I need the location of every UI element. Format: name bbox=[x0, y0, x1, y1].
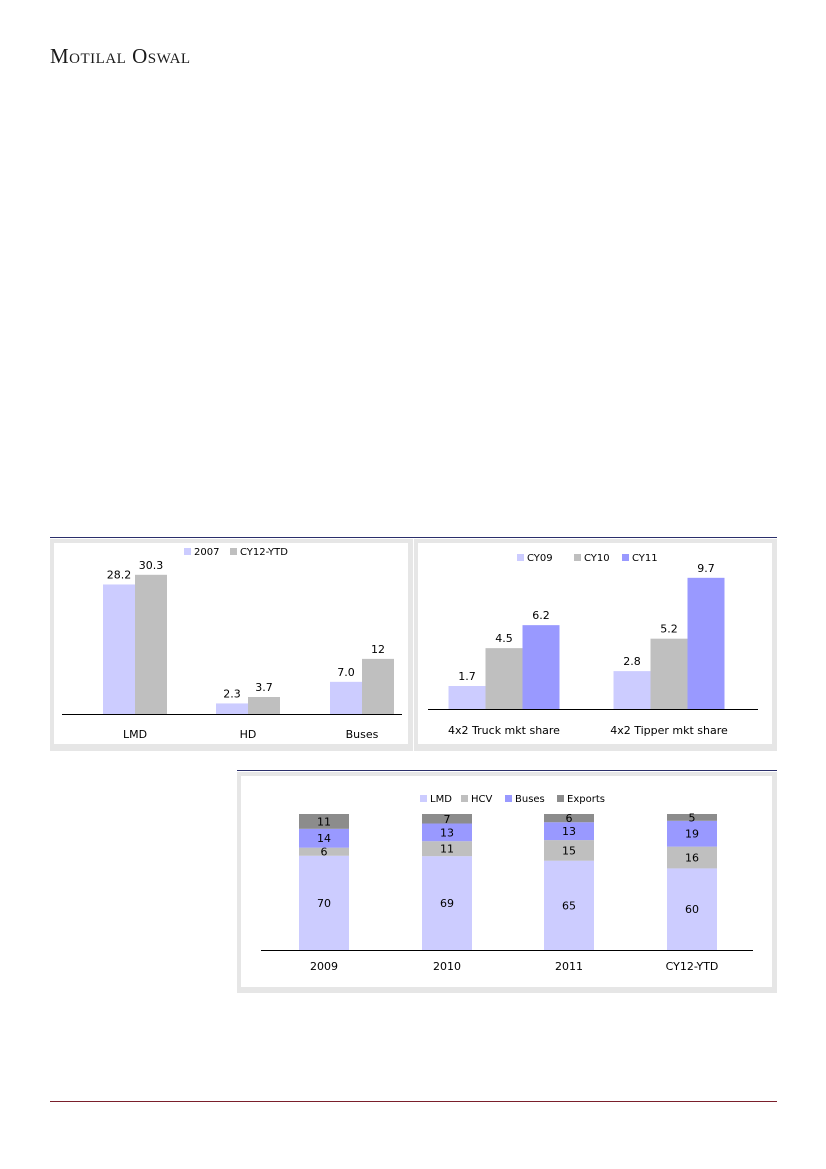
brand-logo: Motilal Oswal bbox=[50, 44, 191, 68]
chart1-legend-label-0: 2007 bbox=[194, 547, 219, 558]
chart3-bar-segment bbox=[299, 828, 349, 848]
chart3-bar-segment bbox=[667, 846, 717, 869]
chart2-bar bbox=[485, 648, 523, 709]
chart1-legend-swatch-0 bbox=[184, 548, 191, 555]
chart3-category-label: 2011 bbox=[555, 960, 583, 973]
chart3-data-label: 16 bbox=[685, 852, 699, 865]
chart3-bar-segment bbox=[299, 855, 349, 950]
chart1-data-label: 12 bbox=[371, 643, 385, 656]
chart2-bar bbox=[448, 686, 486, 709]
chart3-data-label: 13 bbox=[562, 825, 576, 838]
chart2-data-label: 1.7 bbox=[458, 670, 476, 683]
chart1-bar bbox=[216, 703, 248, 714]
chart2-data-label: 2.8 bbox=[623, 655, 641, 668]
chart3-data-label: 5 bbox=[689, 811, 696, 824]
chart3-data-label: 15 bbox=[562, 844, 576, 857]
chart2-data-label: 4.5 bbox=[495, 632, 513, 645]
chart3-legend-label-0: LMD bbox=[430, 794, 452, 805]
chart3-data-label: 11 bbox=[317, 815, 331, 828]
chart3-bar-segment bbox=[299, 814, 349, 829]
chart3-bar-segment bbox=[422, 841, 472, 857]
chart3-data-label: 7 bbox=[444, 813, 451, 826]
chart3-panel: LMD HCV Buses Exports 70 6 14 11 2009 69 11 13 7 2010… bbox=[237, 772, 777, 993]
chart3-bar-segment bbox=[299, 847, 349, 856]
chart1-data-label: 2.3 bbox=[223, 687, 241, 700]
chart2-bar bbox=[650, 638, 688, 709]
chart3-legend-swatch-0 bbox=[420, 795, 427, 802]
chart1-bar bbox=[330, 681, 362, 714]
chart3-data-label: 60 bbox=[685, 903, 699, 916]
chart2-data-label: 6.2 bbox=[532, 609, 550, 622]
top-divider bbox=[50, 537, 777, 538]
chart1-legend-swatch-1 bbox=[230, 548, 237, 555]
chart3-divider bbox=[237, 770, 777, 771]
chart3-bar-segment bbox=[422, 814, 472, 824]
chart2-category-label: 4x2 Truck mkt share bbox=[448, 724, 560, 737]
chart3-legend-label-2: Buses bbox=[515, 794, 545, 805]
chart3-bar-segment bbox=[422, 856, 472, 950]
chart3-svg: LMD HCV Buses Exports7061411200969111372010… bbox=[241, 776, 772, 987]
chart2-panel: CY09 CY10 CY11 1.7 4.5 6.2 4x2 Truck mkt share… bbox=[414, 539, 777, 751]
chart3-data-label: 13 bbox=[440, 826, 454, 839]
chart2-legend-swatch-0 bbox=[517, 554, 524, 561]
chart3-data-label: 6 bbox=[566, 812, 573, 825]
chart3-bar-segment bbox=[544, 822, 594, 841]
chart1-bar bbox=[248, 697, 280, 714]
chart1-bar bbox=[135, 574, 167, 714]
chart1-bar bbox=[103, 584, 135, 714]
chart3-bar-segment bbox=[667, 868, 717, 950]
chart2-bar bbox=[687, 577, 725, 709]
chart3-data-label: 6 bbox=[321, 846, 328, 859]
chart2-data-label: 5.2 bbox=[660, 623, 678, 636]
chart3-data-label: 69 bbox=[440, 897, 454, 910]
chart2-legend-label-1: CY10 bbox=[584, 553, 610, 564]
chart1-category-label: Buses bbox=[346, 728, 379, 741]
chart1-category-label: HD bbox=[240, 728, 257, 741]
chart3-legend-swatch-1 bbox=[461, 795, 468, 802]
chart2-legend-swatch-2 bbox=[622, 554, 629, 561]
chart2-svg: CY09 CY10 CY11 1.7 4.5 6.2 4x2 Truck mkt share… bbox=[418, 543, 772, 744]
chart3-data-label: 19 bbox=[685, 828, 699, 841]
chart3-category-label: 2010 bbox=[433, 960, 461, 973]
chart3-legend-label-1: HCV bbox=[471, 794, 493, 805]
chart1-data-label: 3.7 bbox=[255, 681, 273, 694]
chart3-bar-segment bbox=[667, 814, 717, 821]
chart3-legend-swatch-2 bbox=[505, 795, 512, 802]
chart3-data-label: 11 bbox=[440, 843, 454, 856]
chart3-bar-segment bbox=[544, 840, 594, 861]
chart2-bar bbox=[522, 625, 560, 709]
chart3-category-label: 2009 bbox=[310, 960, 338, 973]
chart2-category-label: 4x2 Tipper mkt share bbox=[610, 724, 728, 737]
chart3-data-label: 14 bbox=[317, 832, 331, 845]
chart1-legend-label-1: CY12-YTD bbox=[240, 547, 288, 558]
chart3-category-label: CY12-YTD bbox=[666, 960, 719, 973]
chart1-data-label: 30.3 bbox=[139, 559, 164, 572]
chart3-bar-segment bbox=[667, 820, 717, 847]
footer-divider bbox=[50, 1101, 777, 1102]
chart1-data-label: 28.2 bbox=[107, 568, 132, 581]
chart3-bar-segment bbox=[544, 860, 594, 950]
chart2-data-label: 9.7 bbox=[697, 562, 715, 575]
chart2-legend-swatch-1 bbox=[574, 554, 581, 561]
chart3-bar-segment bbox=[422, 823, 472, 842]
chart2-bar bbox=[613, 671, 651, 709]
chart1-bar bbox=[362, 658, 394, 714]
chart3-bar-segment bbox=[544, 814, 594, 823]
chart3-legend-label-3: Exports bbox=[567, 794, 605, 805]
chart1-svg: 2007 CY12-YTD 28.2 30.3 LMD 2.3 3.7 HD 7.0 12 Buse… bbox=[54, 543, 408, 744]
chart2-legend-label-2: CY11 bbox=[632, 553, 658, 564]
chart3-legend-swatch-3 bbox=[557, 795, 564, 802]
chart1-category-label: LMD bbox=[123, 728, 147, 741]
chart3-data-label: 70 bbox=[317, 897, 331, 910]
chart3-data-label: 65 bbox=[562, 899, 576, 912]
chart1-data-label: 7.0 bbox=[337, 666, 355, 679]
chart1-panel: 2007 CY12-YTD 28.2 30.3 LMD 2.3 3.7 HD 7.0 12 Buse… bbox=[50, 539, 413, 751]
chart2-legend-label-0: CY09 bbox=[527, 553, 553, 564]
